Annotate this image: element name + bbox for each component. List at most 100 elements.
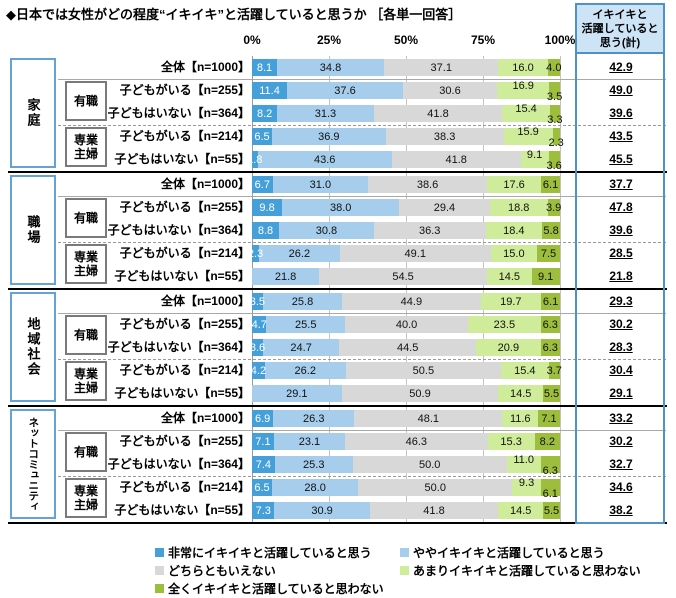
bar-value-label: 50.0	[424, 481, 446, 494]
row-label: 子どもがいる【n=255】	[119, 317, 250, 331]
bar-segment-1: 6.7	[252, 176, 273, 193]
row-label: 全体【n=1000】	[160, 411, 250, 425]
bar-value-label: 9.1	[538, 270, 554, 283]
bar-segment-4: 9.3	[512, 477, 541, 496]
stacked-bar: 9.8 38.0 29.4 18.8 3.9	[252, 199, 562, 216]
stacked-bar: 11.4 37.6 30.6 16.9 3.5	[252, 80, 562, 103]
table-row: 子どもがいる【n=255】 9.8 38.0 29.4 18.8 3.9 47.8	[8, 196, 667, 219]
bar-segment-3: 44.5	[339, 339, 477, 356]
bar-segment-1: 11.4	[252, 82, 288, 99]
bar-segment-5: 6.3	[540, 456, 560, 477]
bar-value-label: 19.7	[500, 295, 522, 308]
bar-value-label: 15.0	[503, 247, 525, 260]
bar-value-label: 3.5	[546, 90, 563, 103]
stacked-bar: 8.8 30.8 36.3 18.4 5.8	[252, 222, 560, 239]
summary-value: 37.7	[609, 177, 633, 191]
bar-value-label: 4.7	[251, 318, 267, 331]
table-row: 子どもがいる【n=214】 2.3 26.2 49.1 15.0 7.5 28.5	[8, 242, 667, 265]
table-row: 子どもはいない【n=364】 7.4 25.3 50.0 11.0 6.3 32.7	[8, 453, 667, 477]
table-row: 子どもはいない【n=55】 1.8 43.6 41.8 9.1 3.6 45.5	[8, 148, 667, 172]
bar-segment-5: 5.8	[542, 222, 560, 239]
bar-value-label: 3.9	[545, 201, 562, 214]
bar-value-label: 4.0	[546, 61, 562, 74]
bar-value-label: 2.3	[247, 247, 264, 260]
page-title: ◆日本では女性がどの程度“イキイキ”と活躍していると思うか ［各単一回答］	[6, 7, 462, 22]
bar-segment-3: 46.3	[345, 433, 488, 450]
bar-value-label: 3.3	[547, 113, 563, 126]
bar-value-label: 38.0	[329, 201, 352, 214]
bar-segment-3: 50.0	[358, 479, 513, 496]
legend-label: 非常にイキイキと活躍していると思う	[168, 545, 372, 560]
bar-value-label: 48.1	[417, 412, 440, 425]
bar-value-label: 3.5	[249, 295, 266, 308]
stacked-bar: 6.9 26.3 48.1 11.6 7.1	[252, 410, 560, 427]
legend-item: 非常にイキイキと活躍していると思う	[155, 544, 372, 560]
legend-item: ややイキイキと活躍していると思う	[400, 544, 605, 560]
stacked-bar: 6.5 36.9 38.3 15.9 2.3	[252, 125, 564, 149]
bar-segment-1: 8.2	[252, 105, 278, 122]
bar-segment-5: 7.1	[538, 410, 560, 427]
summary-value: 30.2	[609, 434, 633, 448]
bar-segment-5: 5.5	[543, 502, 560, 519]
stacked-bar: 7.1 23.1 46.3 15.3 8.2	[252, 433, 560, 450]
bar-segment-4: 15.4	[502, 103, 550, 122]
bar-value-label: 44.5	[396, 341, 419, 354]
bar-value-label: 25.8	[291, 295, 314, 308]
bar-value-label: 3.6	[249, 341, 266, 354]
bar-value-label: 54.5	[392, 270, 414, 283]
bar-value-label: 7.1	[255, 435, 271, 448]
bar-value-label: 18.4	[503, 224, 525, 237]
stacked-bar: 7.4 25.3 50.0 11.0 6.3	[252, 454, 560, 477]
row-label: 子どもはいない【n=55】	[114, 503, 250, 517]
bar-segment-3: 48.1	[354, 410, 503, 427]
bar-segment-1: 7.3	[252, 502, 275, 519]
section-3: 地域社会 有職 専業 主婦 全体【n=1000】 3.5 25.8 44.9 19.7 6.1 29…	[8, 290, 667, 407]
bar-value-label: 23.5	[493, 318, 516, 331]
bar-segment-3: 50.9	[341, 385, 499, 402]
bar-value-label: 5.5	[543, 387, 560, 400]
bar-segment-5: 4.0	[546, 59, 562, 76]
stacked-bar: 1.8 43.6 41.8 9.1 3.6	[247, 149, 562, 172]
summary-value: 32.7	[609, 457, 633, 471]
group-label-housewife: 専業 主婦	[65, 127, 107, 167]
table-row: 子どもはいない【n=364】 8.8 30.8 36.3 18.4 5.8 39.6	[8, 219, 667, 242]
bar-value-label: 2.3	[548, 136, 564, 149]
bar-value-label: 26.2	[294, 364, 316, 377]
summary-value: 42.9	[609, 60, 633, 74]
bar-value-label: 6.1	[542, 487, 558, 500]
axis-tick-100: 100%	[544, 33, 576, 47]
bar-value-label: 3.7	[546, 364, 562, 377]
legend-swatch-icon	[400, 565, 409, 575]
bar-value-label: 7.3	[255, 504, 271, 517]
bar-segment-2: 34.8	[276, 59, 385, 76]
bar-segment-1: 1.8	[247, 151, 262, 168]
summary-header-line: イキイキと	[592, 8, 648, 21]
bar-value-label: 8.2	[256, 107, 273, 120]
bar-segment-2: 28.0	[272, 479, 359, 496]
group-label-employed: 有職	[65, 432, 107, 472]
bar-segment-2: 30.8	[279, 222, 374, 239]
table-row: 子どもはいない【n=55】 21.8 54.5 14.5 9.1 21.8	[8, 265, 667, 288]
section-2: 職場 有職 専業 主婦 全体【n=1000】 6.7 31.0 38.6 17.6 6.1 37.7…	[8, 173, 667, 290]
bar-value-label: 18.8	[507, 201, 530, 214]
legend-label: 全くイキイキと活躍していると思わない	[168, 581, 384, 596]
summary-header-line: 活躍していると	[581, 22, 659, 35]
bar-value-label: 6.3	[542, 341, 558, 354]
bar-segment-3: 50.0	[352, 456, 507, 473]
bar-segment-2: 26.3	[273, 410, 355, 427]
section-label-box: ネットコミュニティ	[10, 409, 56, 519]
bar-segment-5: 5.5	[543, 385, 560, 402]
bar-value-label: 36.9	[318, 130, 340, 143]
bar-value-label: 15.9	[517, 125, 539, 138]
bar-value-label: 15.3	[500, 435, 522, 448]
bar-value-label: 37.6	[334, 84, 356, 97]
section-label: ネットコミュニティ	[27, 416, 40, 512]
table-row: 子どもがいる【n=255】 11.4 37.6 30.6 16.9 3.5 49.0	[8, 79, 667, 103]
summary-value: 39.6	[609, 223, 633, 237]
bar-segment-1: 4.2	[251, 362, 266, 379]
legend-label: あまりイキイキと活躍していると思わない	[413, 563, 641, 578]
section-label-box: 地域社会	[10, 292, 56, 402]
bar-segment-4: 14.5	[498, 385, 544, 402]
bar-value-label: 7.1	[541, 412, 557, 425]
bar-segment-2: 23.1	[273, 433, 345, 450]
